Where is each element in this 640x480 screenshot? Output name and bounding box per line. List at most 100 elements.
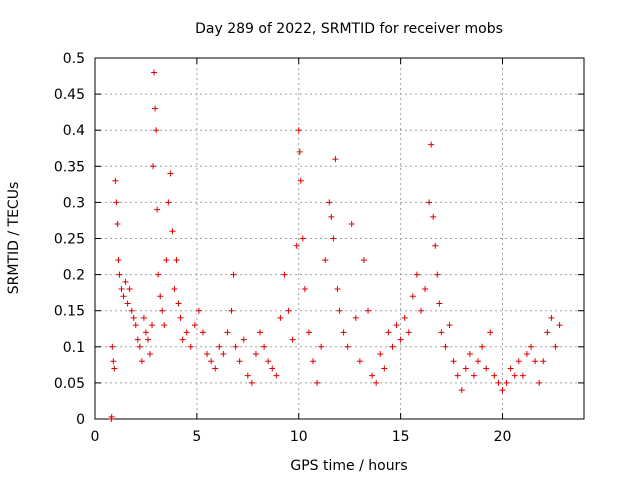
data-point: [120, 293, 127, 300]
data-point: [389, 343, 396, 350]
data-point: [426, 199, 433, 206]
data-point: [305, 329, 312, 336]
y-tick-label: 0.1: [63, 340, 85, 356]
data-point: [438, 329, 445, 336]
data-point: [523, 351, 530, 358]
data-point: [150, 163, 157, 170]
data-point: [326, 199, 333, 206]
data-point: [109, 343, 116, 350]
data-point: [556, 322, 563, 329]
data-point: [381, 365, 388, 372]
data-point: [179, 336, 186, 343]
y-tick-label: 0.05: [54, 376, 85, 392]
data-point: [348, 221, 355, 228]
data-point: [322, 257, 329, 264]
data-point: [116, 271, 123, 278]
data-point: [336, 307, 343, 314]
data-point: [462, 365, 469, 372]
data-point: [183, 329, 190, 336]
data-point: [114, 221, 121, 228]
data-point: [138, 358, 145, 365]
data-point: [151, 69, 158, 76]
data-point: [532, 358, 539, 365]
data-point: [110, 358, 117, 365]
data-point: [430, 213, 437, 220]
y-tick-label: 0.3: [63, 195, 85, 211]
data-points: [108, 69, 563, 422]
data-point: [470, 372, 477, 379]
data-point: [434, 271, 441, 278]
y-tick-label: 0.35: [54, 159, 85, 175]
data-point: [495, 379, 502, 386]
data-point: [507, 365, 514, 372]
data-point: [397, 336, 404, 343]
data-point: [155, 271, 162, 278]
data-point: [418, 307, 424, 314]
data-point: [269, 365, 276, 372]
x-tick-label: 5: [192, 429, 201, 445]
data-point: [248, 379, 255, 386]
data-point: [157, 293, 164, 300]
data-point: [446, 322, 453, 329]
data-point: [252, 351, 259, 358]
y-axis-label: SRMTID / TECUs: [6, 182, 22, 295]
axis-ticks: [94, 57, 584, 420]
data-point: [142, 329, 149, 336]
data-point: [536, 379, 543, 386]
data-point: [136, 343, 143, 350]
data-point: [360, 257, 367, 264]
data-point: [257, 329, 264, 336]
data-point: [365, 307, 372, 314]
y-tick-label: 0.25: [54, 232, 85, 248]
data-point: [232, 343, 239, 350]
data-point: [177, 314, 184, 321]
data-point: [442, 343, 449, 350]
x-tick-label: 15: [392, 429, 410, 445]
data-point: [149, 322, 156, 329]
data-point: [436, 300, 443, 307]
data-point: [540, 358, 547, 365]
data-point: [544, 329, 551, 336]
chart-title: Day 289 of 2022, SRMTID for receiver mob…: [195, 21, 503, 37]
data-point: [230, 271, 237, 278]
data-point: [293, 242, 300, 249]
data-point: [167, 170, 174, 177]
data-point: [479, 343, 486, 350]
data-point: [385, 329, 392, 336]
data-point: [163, 257, 170, 264]
data-point: [330, 235, 337, 242]
data-point: [108, 413, 115, 420]
y-tick-label: 0.5: [63, 51, 85, 67]
data-point: [265, 358, 272, 365]
data-point: [519, 372, 526, 379]
data-point: [130, 314, 137, 321]
data-point: [171, 286, 178, 293]
data-point: [393, 322, 400, 329]
data-point: [281, 271, 288, 278]
y-tick-label: 0.45: [54, 87, 85, 103]
y-tick-labels: 0 0.05 0.1 0.15 0.2 0.25 0.3 0.35 0.4 0.45 0.5: [54, 51, 85, 428]
data-point: [483, 365, 490, 372]
data-point: [112, 177, 119, 184]
data-point: [165, 199, 172, 206]
data-point: [224, 329, 231, 336]
data-point: [515, 358, 522, 365]
data-point: [377, 351, 384, 358]
data-point: [297, 177, 304, 184]
grid: [95, 58, 584, 419]
data-point: [191, 322, 198, 329]
y-tick-label: 0.4: [63, 123, 85, 139]
x-tick-label: 0: [91, 429, 100, 445]
data-point: [187, 343, 194, 350]
data-point: [159, 307, 166, 314]
data-point: [409, 293, 416, 300]
data-point: [212, 365, 219, 372]
x-tick-label: 20: [494, 429, 512, 445]
data-point: [340, 329, 347, 336]
data-point: [244, 372, 251, 379]
data-point: [334, 286, 341, 293]
data-point: [111, 365, 118, 372]
data-point: [115, 257, 122, 264]
data-point: [134, 336, 141, 343]
